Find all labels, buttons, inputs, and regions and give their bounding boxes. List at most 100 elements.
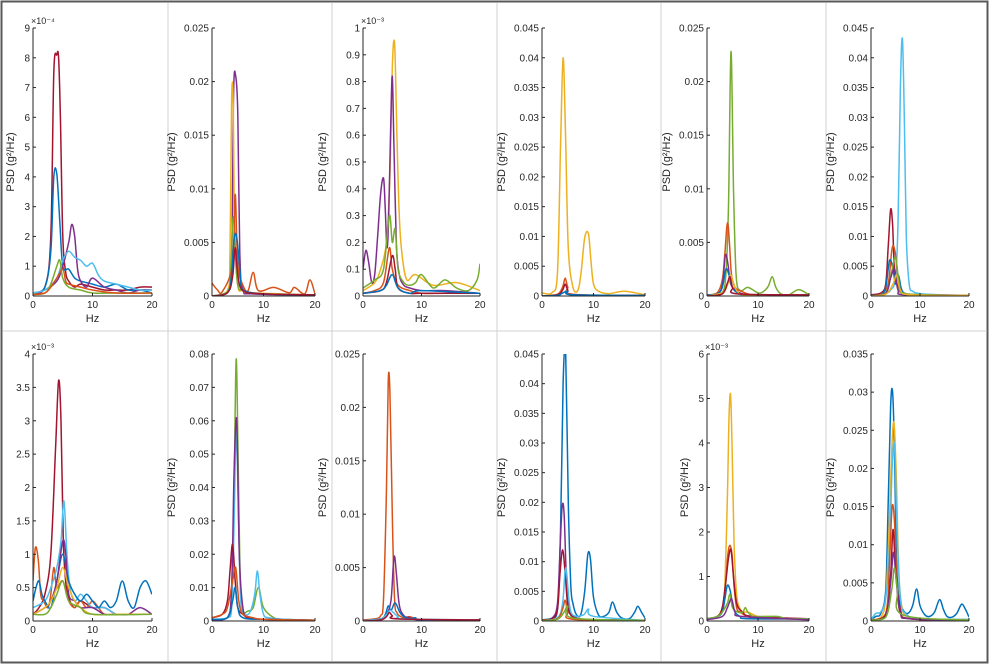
- psd-series-line: [363, 555, 480, 621]
- y-tick-label: 0.005: [843, 262, 868, 273]
- x-tick-label: 10: [416, 625, 428, 636]
- y-tick-label: 2: [24, 483, 30, 494]
- y-tick-label: 0.04: [849, 53, 869, 64]
- y-tick-label: 0.05: [190, 450, 210, 461]
- x-tick-label: 0: [868, 300, 874, 311]
- y-tick-label: 0.015: [843, 502, 868, 513]
- y-tick-label: 0.9: [346, 50, 360, 61]
- y-tick-label: 0: [24, 292, 30, 303]
- y-axis-label: PSD (g²/Hz): [661, 132, 673, 191]
- psd-panel-1: 0 10 20 0 1 2 3 4 5 6 7 8 9×10⁻⁴ Hz PSD (g²/Hz): [5, 16, 158, 325]
- x-axis-label: Hz: [913, 638, 926, 650]
- y-tick-label: 4: [24, 172, 30, 183]
- y-exponent-label: ×10⁻³: [361, 16, 384, 26]
- x-tick-label: 0: [360, 300, 366, 311]
- y-tick-label: 0.005: [184, 238, 209, 249]
- series-group: [871, 37, 969, 296]
- psd-panel-2: 0 10 20 0 0.005 0.01 0.015 0.02 0.025 Hz PSD (g²/H…: [166, 24, 321, 326]
- psd-series-line: [542, 354, 645, 621]
- y-tick-label: 0.04: [520, 53, 540, 64]
- x-tick-label: 0: [360, 625, 366, 636]
- y-tick-label: 0.03: [849, 388, 869, 399]
- psd-panel-6: 0 10 20 0 0.005 0.01 0.015 0.02 0.025 0.03 0.035 0.…: [825, 24, 975, 326]
- y-tick-label: 1: [354, 24, 360, 35]
- x-axis-label: Hz: [415, 313, 428, 325]
- y-tick-label: 0: [24, 617, 30, 628]
- y-tick-label: 3: [24, 416, 30, 427]
- psd-series-line: [363, 371, 480, 621]
- y-tick-label: 0.01: [520, 557, 540, 568]
- y-tick-label: 0.02: [849, 172, 869, 183]
- y-tick-label: 0.03: [849, 113, 869, 124]
- psd-series-line: [363, 39, 480, 292]
- psd-series-line: [363, 214, 480, 292]
- x-tick-label: 20: [803, 625, 815, 636]
- y-tick-label: 0.02: [190, 550, 210, 561]
- y-tick-label: 0.025: [335, 350, 360, 361]
- psd-series-line: [871, 37, 969, 296]
- x-tick-label: 0: [704, 300, 710, 311]
- y-tick-label: 4: [698, 439, 704, 450]
- y-tick-label: 0.02: [849, 464, 869, 475]
- y-tick-label: 0.025: [514, 468, 539, 479]
- x-tick-label: 10: [914, 625, 926, 636]
- y-axis-label: PSD (g²/Hz): [825, 132, 837, 191]
- y-tick-label: 3: [24, 202, 30, 213]
- series-group: [212, 358, 315, 621]
- y-tick-label: 0.03: [190, 516, 210, 527]
- y-tick-label: 0.005: [514, 262, 539, 273]
- y-tick-label: 6: [24, 113, 30, 124]
- series-group: [33, 379, 152, 616]
- x-tick-label: 10: [258, 625, 270, 636]
- series-group: [542, 354, 645, 621]
- y-tick-label: 3.5: [16, 383, 30, 394]
- y-tick-label: 7: [24, 83, 30, 94]
- y-exponent-label: ×10⁻⁴: [31, 16, 55, 26]
- psd-series-line: [542, 605, 645, 621]
- y-tick-label: 0: [862, 617, 868, 628]
- y-tick-label: 0.015: [679, 131, 704, 142]
- y-tick-label: 2.5: [16, 450, 30, 461]
- psd-panel-11: 0 10 20 0 1 2 3 4 5 6×10⁻³ Hz PSD (g²/Hz): [679, 342, 815, 650]
- x-tick-label: 20: [474, 300, 486, 311]
- psd-series-line: [212, 566, 315, 621]
- psd-panel-8: 0 10 20 0 0.01 0.02 0.03 0.04 0.05 0.06 0.07 0.08 Hz…: [166, 350, 321, 651]
- x-tick-label: 20: [309, 625, 321, 636]
- y-tick-label: 1: [24, 550, 30, 561]
- psd-series-line: [212, 70, 315, 296]
- y-tick-label: 0.02: [520, 498, 540, 509]
- y-tick-label: 0.035: [843, 350, 868, 361]
- x-tick-label: 20: [309, 300, 321, 311]
- y-tick-label: 0.04: [190, 483, 210, 494]
- y-tick-label: 5: [24, 143, 30, 154]
- psd-series-line: [871, 387, 969, 621]
- psd-series-line: [707, 392, 809, 620]
- x-axis-label: Hz: [86, 313, 99, 325]
- x-axis-label: Hz: [913, 313, 926, 325]
- y-axis-label: PSD (g²/Hz): [496, 458, 508, 517]
- y-tick-label: 0.2: [346, 238, 360, 249]
- y-tick-label: 1: [698, 572, 704, 583]
- y-tick-label: 0.025: [184, 24, 209, 35]
- x-axis-label: Hz: [257, 638, 270, 650]
- y-tick-label: 0: [203, 617, 209, 628]
- x-tick-label: 0: [539, 625, 545, 636]
- x-tick-label: 0: [30, 625, 36, 636]
- series-group: [871, 387, 969, 621]
- y-tick-label: 4: [24, 350, 30, 361]
- y-tick-label: 0.01: [190, 184, 210, 195]
- y-tick-label: 8: [24, 53, 30, 64]
- y-tick-label: 0.045: [514, 350, 539, 361]
- x-tick-label: 10: [258, 300, 270, 311]
- y-tick-label: 0: [862, 292, 868, 303]
- psd-panel-10: 0 10 20 0 0.005 0.01 0.015 0.02 0.025 0.03 0.035 0.…: [496, 350, 651, 651]
- y-axis-label: PSD (g²/Hz): [5, 132, 17, 191]
- y-tick-label: 0.015: [335, 456, 360, 467]
- psd-series-line: [33, 223, 152, 294]
- x-tick-label: 0: [868, 625, 874, 636]
- y-tick-label: 0.045: [843, 24, 868, 35]
- x-tick-label: 10: [87, 625, 99, 636]
- y-tick-label: 0.015: [843, 202, 868, 213]
